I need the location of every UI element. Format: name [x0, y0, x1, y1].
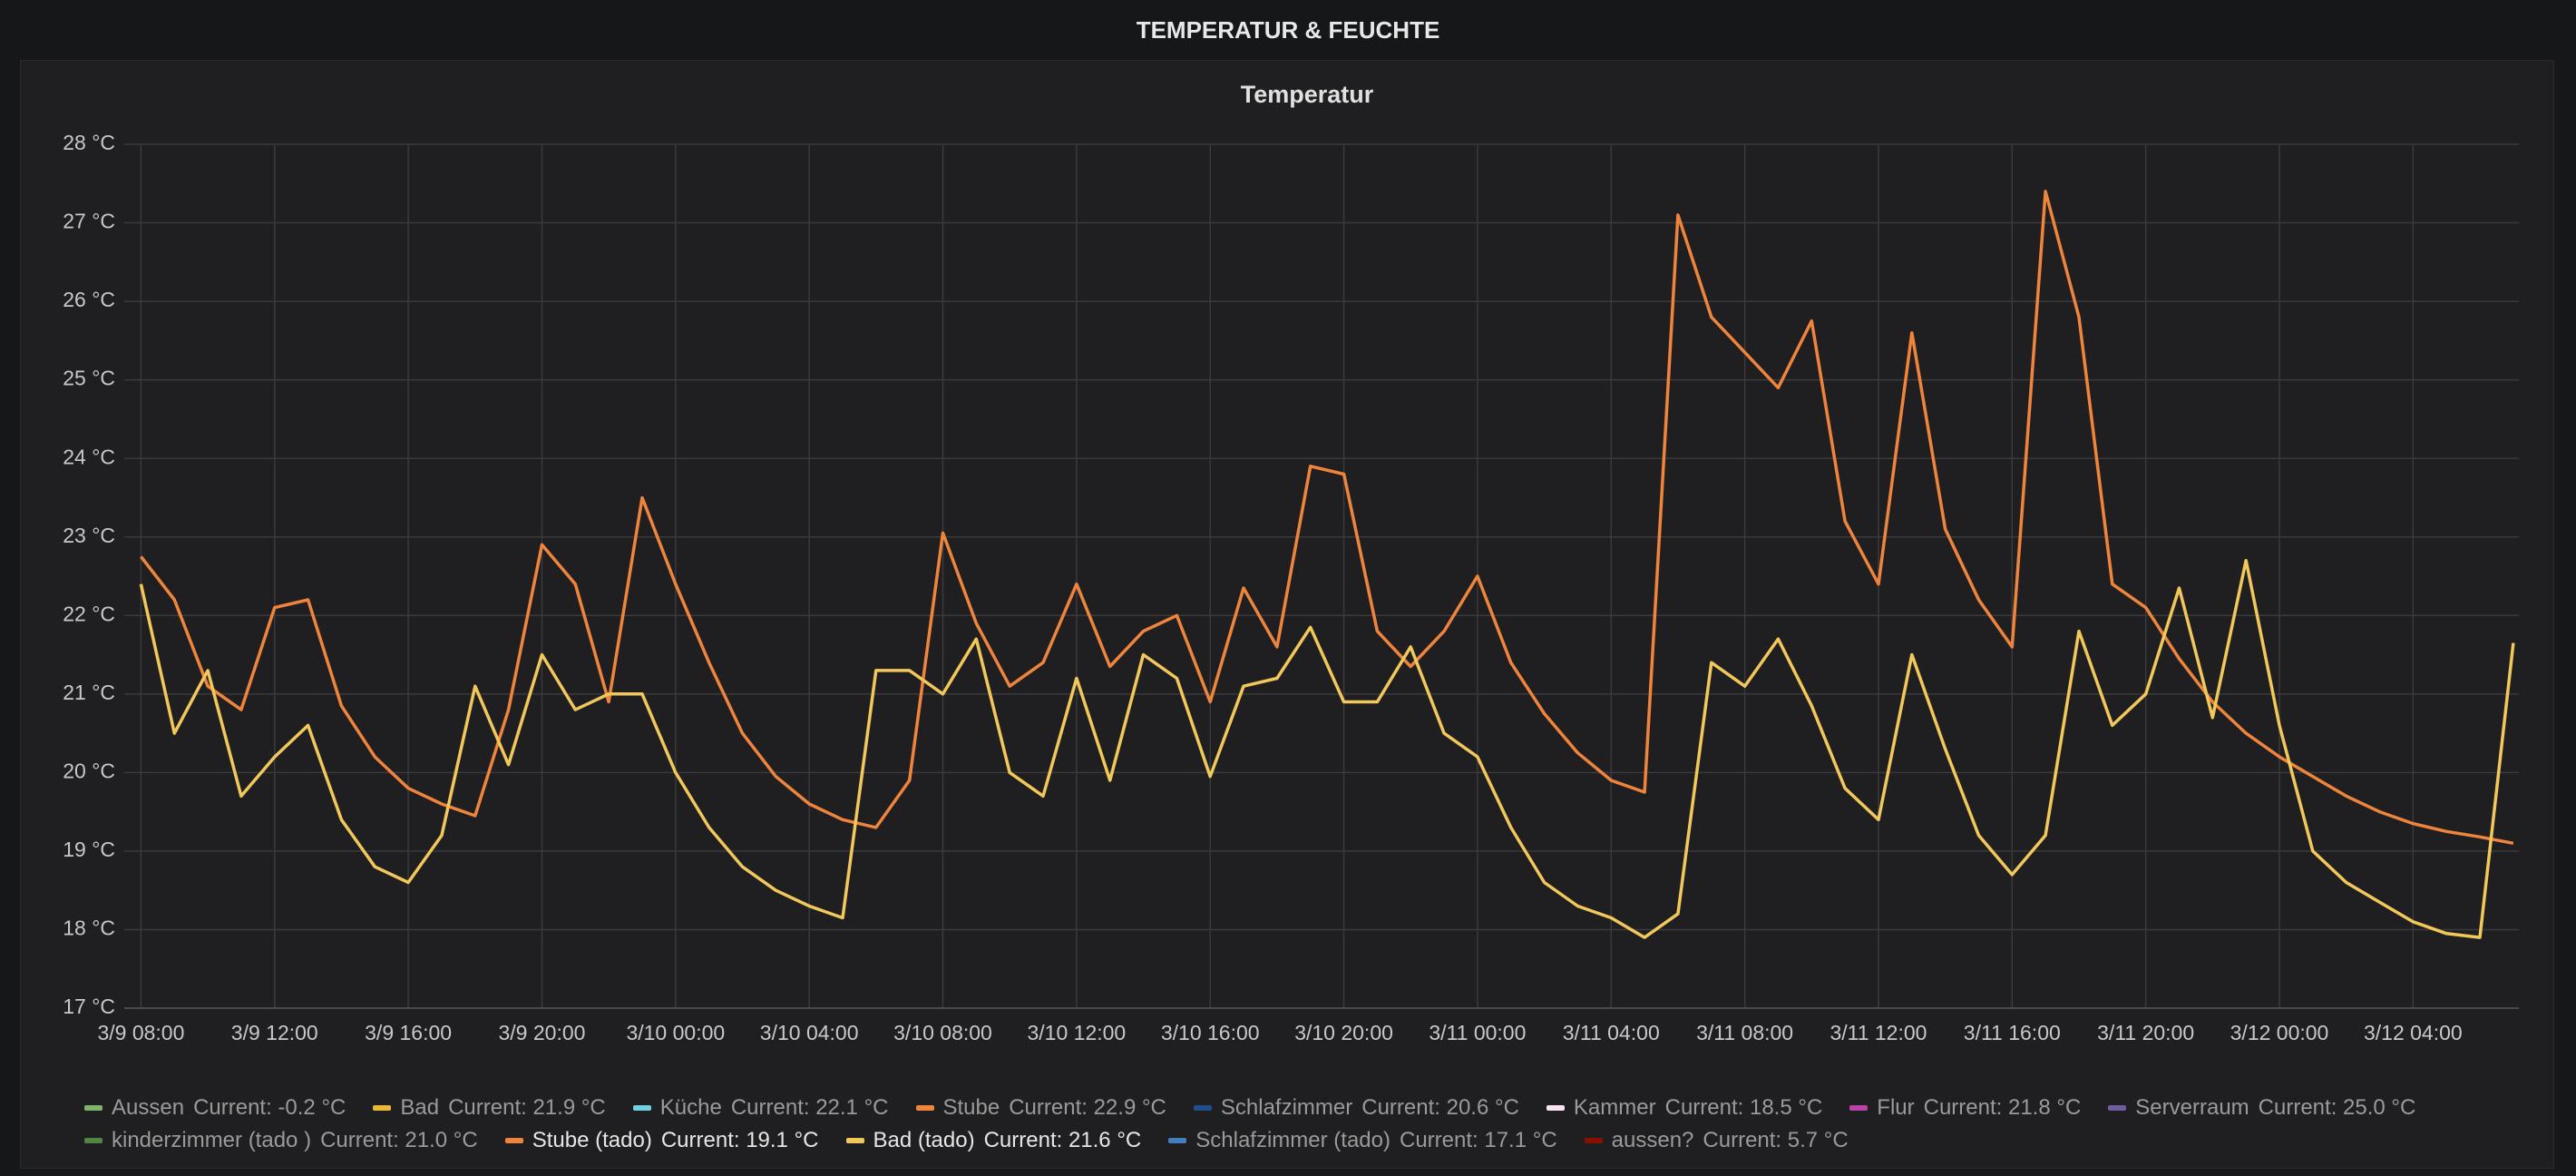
x-tick-label: 3/10 20:00 — [1294, 1021, 1393, 1044]
legend-item: Stube Current: 22.9 °C — [915, 1095, 1166, 1121]
legend-current: Current: 5.7 °C — [1703, 1128, 1849, 1152]
legend-item: Schlafzimmer Current: 20.6 °C — [1193, 1095, 1519, 1121]
legend-current: Current: 21.8 °C — [1923, 1095, 2082, 1120]
legend-swatch — [504, 1138, 523, 1143]
legend-swatch — [845, 1138, 864, 1143]
legend-swatch — [1193, 1105, 1212, 1111]
legend-swatch — [1168, 1138, 1187, 1143]
series-line — [139, 558, 2515, 939]
y-tick-label: 22 °C — [63, 602, 115, 625]
y-tick-label: 21 °C — [63, 681, 115, 704]
legend-current: Current: 21.0 °C — [320, 1128, 478, 1152]
x-tick-label: 3/10 04:00 — [760, 1021, 859, 1044]
legend-item: Flur Current: 21.8 °C — [1849, 1095, 2081, 1121]
legend-name: kinderzimmer (tado ) — [112, 1128, 312, 1152]
legend-swatch — [2108, 1105, 2127, 1111]
y-tick-label: 24 °C — [63, 445, 115, 468]
chart: Temperatur 17 °C 18 °C 19 °C 20 °C 21 °C 22 °… — [63, 81, 2519, 1044]
legend-current: Current: 18.5 °C — [1664, 1095, 1823, 1120]
y-tick-label: 17 °C — [63, 995, 115, 1018]
y-tick-label: 18 °C — [63, 916, 115, 940]
legend-current: Current: 20.6 °C — [1361, 1095, 1519, 1120]
legend-name: Küche — [659, 1095, 722, 1120]
legend-swatch — [373, 1105, 392, 1111]
x-tick-label: 3/12 00:00 — [2230, 1021, 2329, 1044]
y-tick-label: 19 °C — [63, 838, 115, 861]
legend-item: Bad (tado) Current: 21.6 °C — [845, 1128, 1142, 1153]
legend-current: Current: 19.1 °C — [660, 1128, 819, 1152]
legend-swatch — [632, 1105, 651, 1111]
legend-name: Stube (tado) — [532, 1128, 652, 1152]
x-tick-label: 3/10 12:00 — [1028, 1021, 1127, 1044]
x-tick-label: 3/12 04:00 — [2364, 1021, 2463, 1044]
x-tick-label: 3/11 04:00 — [1563, 1021, 1660, 1044]
x-tick-label: 3/9 08:00 — [97, 1021, 184, 1044]
legend: Aussen Current: -0.2 °C Bad Current: 21.9 °… — [84, 1095, 2533, 1153]
x-tick-label: 3/10 08:00 — [893, 1021, 992, 1044]
series-line — [140, 190, 2514, 846]
legend-swatch — [1849, 1105, 1869, 1111]
legend-current: Current: 22.9 °C — [1009, 1095, 1166, 1120]
legend-item: aussen? Current: 5.7 °C — [1584, 1128, 1849, 1153]
x-tick-label: 3/9 20:00 — [499, 1021, 586, 1044]
legend-swatch — [915, 1105, 934, 1111]
x-tick-label: 3/11 12:00 — [1830, 1021, 1927, 1044]
y-tick-label: 20 °C — [63, 759, 115, 782]
legend-current: Current: 21.9 °C — [448, 1095, 606, 1120]
legend-item: Aussen Current: -0.2 °C — [84, 1095, 346, 1121]
x-tick-label: 3/11 16:00 — [1964, 1021, 2061, 1044]
x-tick-label: 3/9 16:00 — [365, 1021, 452, 1044]
legend-current: Current: 21.6 °C — [983, 1128, 1142, 1152]
legend-current: Current: 22.1 °C — [730, 1095, 889, 1120]
legend-swatch — [1584, 1138, 1603, 1143]
legend-name: aussen? — [1611, 1128, 1694, 1152]
x-tick-label: 3/10 00:00 — [626, 1021, 725, 1044]
legend-name: Stube — [942, 1095, 1000, 1120]
legend-item: Kammer Current: 18.5 °C — [1546, 1095, 1823, 1121]
legend-name: Serverraum — [2135, 1095, 2249, 1120]
legend-item: Serverraum Current: 25.0 °C — [2108, 1095, 2415, 1121]
legend-current: Current: 17.1 °C — [1399, 1128, 1557, 1152]
x-tick-label: 3/11 20:00 — [2097, 1021, 2194, 1044]
legend-name: Schlafzimmer — [1220, 1095, 1353, 1120]
x-tick-label: 3/11 08:00 — [1696, 1021, 1793, 1044]
legend-name: Kammer — [1573, 1095, 1656, 1120]
legend-item: Schlafzimmer (tado) Current: 17.1 °C — [1168, 1128, 1557, 1153]
legend-name: Flur — [1877, 1095, 1915, 1120]
x-tick-label: 3/10 16:00 — [1161, 1021, 1260, 1044]
legend-item: kinderzimmer (tado ) Current: 21.0 °C — [84, 1128, 478, 1153]
chart-title: Temperatur — [1241, 81, 1374, 108]
legend-current: Current: -0.2 °C — [193, 1095, 346, 1120]
x-tick-label: 3/9 12:00 — [231, 1021, 318, 1044]
legend-item: Bad Current: 21.9 °C — [373, 1095, 606, 1121]
legend-name: Bad — [400, 1095, 440, 1120]
dashboard-row-title: TEMPERATUR & FEUCHTE — [1136, 16, 1440, 44]
x-tick-label: 3/11 00:00 — [1429, 1021, 1526, 1044]
panel: Temperatur 17 °C 18 °C 19 °C 20 °C 21 °C 22 °… — [20, 60, 2554, 1169]
y-tick-label: 27 °C — [63, 210, 115, 233]
legend-swatch — [84, 1138, 102, 1143]
legend-current: Current: 25.0 °C — [2258, 1095, 2416, 1120]
y-tick-label: 23 °C — [63, 524, 115, 547]
legend-name: Bad (tado) — [873, 1128, 975, 1152]
legend-swatch — [84, 1105, 102, 1111]
y-tick-label: 28 °C — [63, 131, 115, 154]
legend-item: Küche Current: 22.1 °C — [632, 1095, 889, 1121]
legend-item: Stube (tado) Current: 19.1 °C — [504, 1128, 819, 1153]
y-tick-label: 25 °C — [63, 367, 115, 390]
y-tick-label: 26 °C — [63, 288, 115, 311]
legend-name: Aussen — [112, 1095, 185, 1120]
legend-swatch — [1546, 1105, 1565, 1111]
legend-name: Schlafzimmer (tado) — [1195, 1128, 1390, 1152]
